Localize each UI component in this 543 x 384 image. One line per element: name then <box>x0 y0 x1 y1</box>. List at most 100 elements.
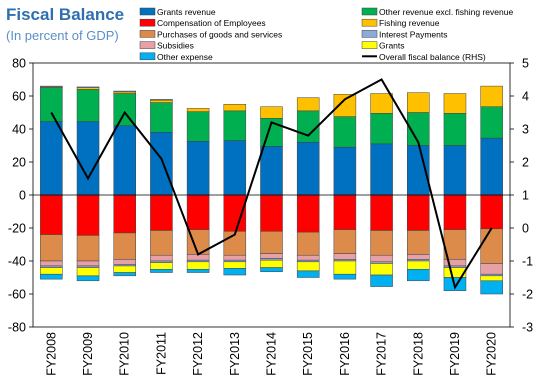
bar-segment <box>76 275 100 282</box>
bar-segment <box>186 111 210 142</box>
bar-segment <box>296 231 320 256</box>
y-tick-label: 80 <box>12 57 26 71</box>
legend-swatch <box>361 7 378 16</box>
bar-segment <box>113 194 136 234</box>
bar-segment <box>223 254 247 261</box>
y2-tick-label: 4 <box>522 90 529 104</box>
bar-segment <box>480 137 503 196</box>
legend-label: Overall fiscal balance (RHS) <box>379 52 486 62</box>
x-tick-label: FY2016 <box>338 332 352 376</box>
bar-segment <box>333 253 357 260</box>
bar-segment <box>296 97 320 112</box>
bar-segment <box>480 280 503 295</box>
y-tick-label: -40 <box>8 255 26 269</box>
y-tick-label: -60 <box>8 288 26 302</box>
y2-tick-label: -2 <box>522 288 533 302</box>
bar-segment <box>480 275 503 282</box>
y2-tick-label: 3 <box>522 123 529 137</box>
bar-segment <box>407 194 430 231</box>
bar-segment <box>480 106 503 139</box>
bar-segment <box>186 108 210 112</box>
bar-segment <box>333 146 357 196</box>
bar-segment <box>260 146 283 196</box>
legend-label: Compensation of Employees <box>157 18 266 28</box>
bar-segment <box>296 254 320 261</box>
legend-label: Interest Payments <box>379 29 448 39</box>
bar-segment <box>407 254 430 260</box>
y-tick-label: 60 <box>12 90 26 104</box>
legend-swatch <box>139 18 156 27</box>
bar-segment <box>76 260 100 267</box>
bar-segment <box>370 274 393 287</box>
bar-segment <box>223 268 247 276</box>
bar-segment <box>370 230 393 256</box>
bar-segment <box>333 273 357 280</box>
bar-segment <box>150 254 173 262</box>
bar-segment <box>113 259 136 265</box>
bar-segment <box>296 194 320 233</box>
bar-segment <box>40 85 63 88</box>
bar-segment <box>480 263 503 275</box>
bar-segment <box>333 194 357 230</box>
bar-segment <box>370 194 393 231</box>
bar-segment <box>407 269 430 282</box>
bar-segment <box>296 270 320 278</box>
legend-label: Other expense <box>157 52 213 62</box>
y2-tick-label: -3 <box>522 321 533 335</box>
bar-segment <box>76 121 100 196</box>
bar-segment <box>150 132 173 196</box>
bar-segment <box>370 263 393 276</box>
bar-segment <box>150 194 173 231</box>
chart-title: Fiscal Balance <box>6 5 125 24</box>
legend-label: Grants revenue <box>157 7 216 17</box>
y2-tick-label: 5 <box>522 57 529 71</box>
legend-label: Subsidies <box>157 41 194 51</box>
x-tick-label: FY2011 <box>154 332 168 375</box>
bar-segment <box>333 116 357 148</box>
bar-segment <box>333 94 357 117</box>
bar-segment <box>40 260 63 267</box>
bar-segment <box>113 232 136 260</box>
bar-segment <box>223 140 247 196</box>
bar-segment <box>480 194 503 230</box>
y-tick-label: 0 <box>19 189 26 203</box>
bar-segment <box>40 194 63 235</box>
bar-segment <box>260 267 283 272</box>
bar-segment <box>407 230 430 255</box>
legend-swatch <box>139 7 156 16</box>
y-tick-label: 40 <box>12 123 26 137</box>
bar-segment <box>150 269 173 273</box>
legend-swatch <box>139 41 156 49</box>
bar-segment <box>113 272 136 277</box>
bar-segment <box>40 267 63 275</box>
x-tick-label: FY2013 <box>228 332 242 376</box>
bar-segment <box>480 228 503 264</box>
bar-segment <box>40 87 63 122</box>
x-tick-label: FY2018 <box>411 332 425 376</box>
bar-segment <box>223 104 247 112</box>
bar-segment <box>370 143 393 196</box>
chart-subtitle: (In percent of GDP) <box>6 28 119 43</box>
x-tick-label: FY2017 <box>375 332 389 376</box>
bar-segment <box>76 86 100 89</box>
x-tick-label: FY2020 <box>485 332 499 376</box>
x-tick-label: FY2019 <box>448 332 462 376</box>
bar-segment <box>260 194 283 232</box>
bar-segment <box>443 113 467 146</box>
bar-segment <box>223 261 247 269</box>
legend-swatch <box>361 30 378 38</box>
bar-segment <box>186 261 210 270</box>
bar-segment <box>296 261 320 272</box>
x-tick-label: FY2009 <box>81 332 95 376</box>
overall-fiscal-balance-line <box>50 78 493 290</box>
legend-swatch <box>139 52 156 61</box>
legend-swatch <box>139 30 156 38</box>
bar-segment <box>260 259 283 268</box>
y-tick-label: -80 <box>8 321 26 335</box>
bar-segment <box>186 141 210 196</box>
bar-segment <box>407 260 430 270</box>
bar-segment <box>370 93 393 114</box>
x-tick-label: FY2012 <box>191 332 205 376</box>
bar-segment <box>443 145 467 196</box>
